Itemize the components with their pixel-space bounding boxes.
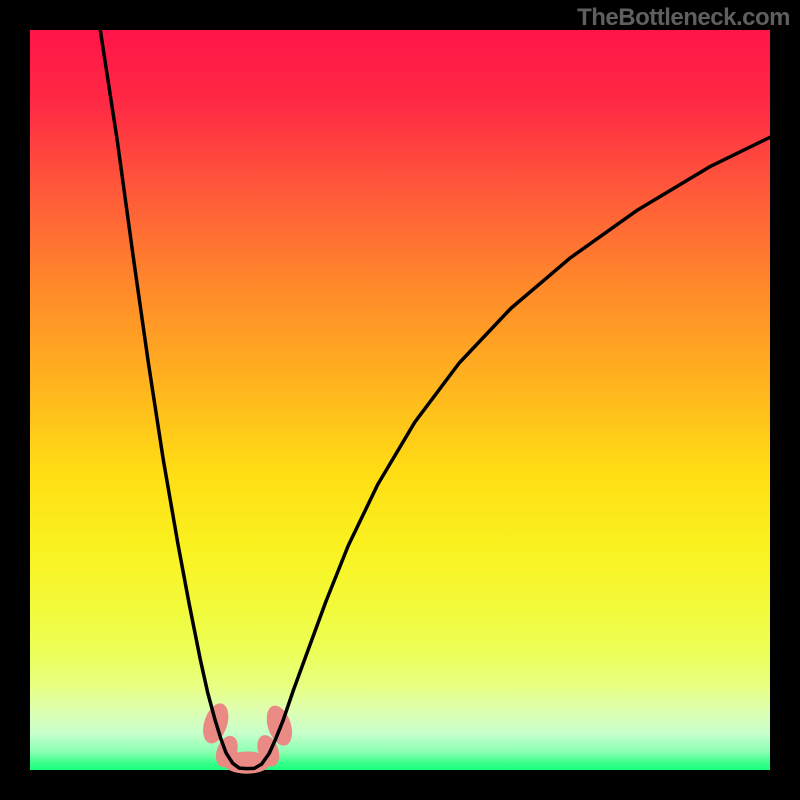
watermark-text: TheBottleneck.com <box>577 4 790 32</box>
bottleneck-chart <box>0 0 800 800</box>
chart-background <box>30 30 770 770</box>
